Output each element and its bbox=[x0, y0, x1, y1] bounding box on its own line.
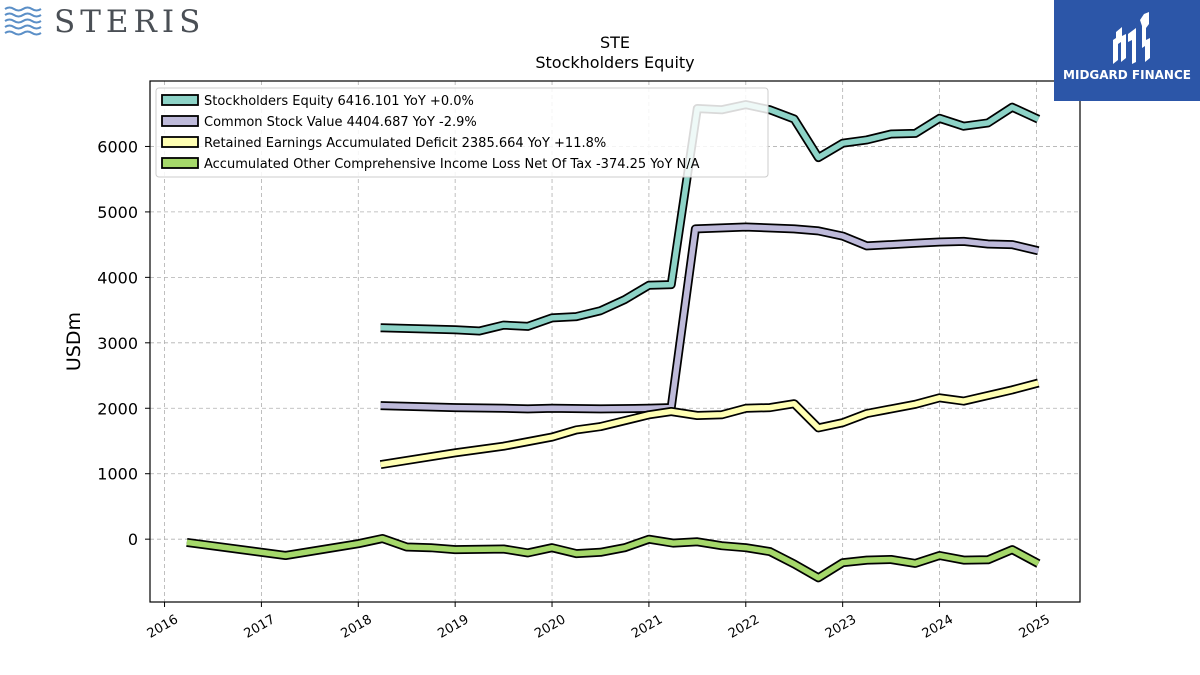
y-tick-label: 5000 bbox=[97, 203, 138, 222]
company-logo-text: STERIS bbox=[54, 4, 206, 40]
x-tick-label: 2021 bbox=[629, 612, 665, 642]
legend-swatch-2 bbox=[161, 136, 199, 148]
steris-logo: STERIS bbox=[4, 4, 205, 40]
series-3-outline bbox=[186, 534, 1041, 583]
legend-box bbox=[155, 87, 769, 178]
legend-swatch-3 bbox=[161, 157, 199, 169]
x-tick-label: 2016 bbox=[145, 612, 181, 642]
legend-swatch-0 bbox=[161, 94, 199, 106]
series-1-outline bbox=[380, 222, 1040, 414]
x-tick-label: 2023 bbox=[823, 612, 859, 642]
series-1-line bbox=[380, 224, 1039, 412]
x-tick-label: 2024 bbox=[920, 612, 956, 642]
badge-text: MIDGARD FINANCE bbox=[1063, 68, 1191, 82]
y-axis-label: USDm bbox=[63, 312, 85, 371]
x-tick-label: 2018 bbox=[338, 612, 374, 642]
chart-title: STE bbox=[600, 33, 630, 52]
chart-subtitle: Stockholders Equity bbox=[535, 53, 694, 72]
x-tick-label: 2019 bbox=[435, 612, 471, 642]
midgard-logo-icon bbox=[1113, 12, 1150, 64]
y-tick-label: 4000 bbox=[97, 268, 138, 287]
legend-label-1: Common Stock Value 4404.687 YoY -2.9% bbox=[204, 115, 477, 130]
plot-frame bbox=[149, 80, 1081, 603]
x-tick-label: 2025 bbox=[1017, 612, 1053, 642]
legend-label-3: Accumulated Other Comprehensive Income L… bbox=[204, 157, 700, 172]
x-tick-label: 2020 bbox=[532, 612, 568, 642]
x-tick-label: 2017 bbox=[242, 612, 278, 642]
x-tick-label: 2022 bbox=[726, 612, 762, 642]
legend-label-2: Retained Earnings Accumulated Deficit 23… bbox=[204, 136, 606, 151]
y-tick-label: 2000 bbox=[97, 399, 138, 418]
legend-label-0: Stockholders Equity 6416.101 YoY +0.0% bbox=[204, 94, 474, 109]
series-3-line bbox=[186, 535, 1040, 581]
steris-waves-icon bbox=[4, 6, 42, 36]
y-tick-label: 1000 bbox=[97, 465, 138, 484]
y-tick-label: 6000 bbox=[97, 137, 138, 156]
y-tick-label: 3000 bbox=[97, 334, 138, 353]
midgard-finance-badge: MIDGARD FINANCE bbox=[1054, 0, 1200, 101]
series-2-line bbox=[380, 380, 1040, 468]
y-tick-label: 0 bbox=[128, 530, 138, 549]
legend-swatch-1 bbox=[161, 115, 199, 127]
